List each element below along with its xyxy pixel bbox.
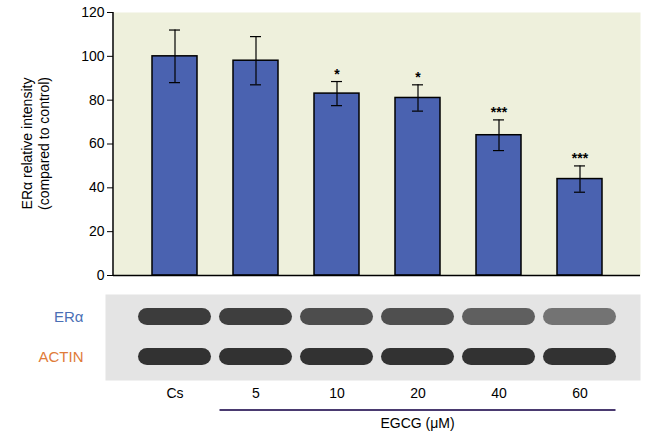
svg-text:ERα: ERα [54, 308, 84, 325]
svg-text:20: 20 [89, 223, 105, 239]
svg-text:80: 80 [89, 92, 105, 108]
svg-text:***: *** [572, 150, 589, 166]
svg-text:5: 5 [252, 385, 260, 401]
svg-text:ERα relative intensity(compare: ERα relative intensity(compared to contr… [19, 77, 52, 210]
svg-text:Cs: Cs [166, 385, 183, 401]
svg-text:***: *** [491, 104, 508, 120]
svg-text:100: 100 [81, 48, 105, 64]
svg-text:10: 10 [329, 385, 345, 401]
svg-text:EGCG (μM): EGCG (μM) [380, 415, 454, 431]
svg-text:ACTIN: ACTIN [39, 348, 84, 365]
svg-text:20: 20 [410, 385, 426, 401]
svg-text:*: * [334, 66, 340, 82]
svg-text:0: 0 [97, 267, 105, 283]
svg-text:40: 40 [491, 385, 507, 401]
svg-text:60: 60 [572, 385, 588, 401]
svg-text:40: 40 [89, 179, 105, 195]
svg-text:60: 60 [89, 135, 105, 151]
svg-text:120: 120 [81, 4, 105, 20]
svg-text:*: * [415, 69, 421, 85]
